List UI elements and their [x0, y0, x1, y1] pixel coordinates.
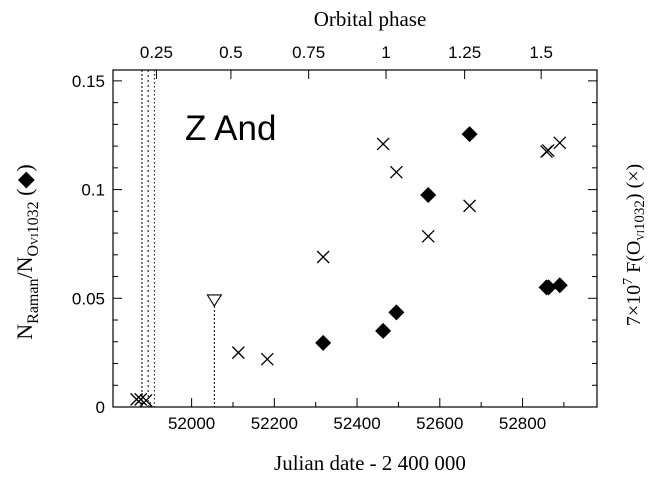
y-label-left-sub1: Raman — [25, 279, 42, 324]
cross-point — [553, 136, 567, 150]
cross-point — [463, 199, 477, 213]
diamond-point — [375, 322, 392, 339]
svg-text:7×107 F(OVI1032) (×): 7×107 F(OVI1032) (×) — [621, 164, 648, 326]
y-label-right-sub2: 1032 — [632, 200, 648, 230]
top-tick-label: 1.5 — [529, 43, 553, 62]
top-tick-label: 0.5 — [219, 43, 243, 62]
top-tick-label: 1.25 — [448, 43, 481, 62]
y-tick-label: 0 — [96, 398, 105, 417]
diamond-point — [551, 277, 568, 294]
top-tick-label: 0.75 — [292, 43, 325, 62]
diamond-point — [420, 187, 437, 204]
y-label-right-pre: 7×10 — [623, 285, 645, 326]
cross-point — [541, 143, 555, 157]
y-label-left-sub2: O — [25, 245, 42, 257]
y-label-left-tail: (◆) — [12, 164, 37, 201]
y-tick-label: 0.15 — [72, 72, 105, 91]
annotation-label: Z And — [185, 109, 276, 148]
x-tick-label: 52400 — [333, 414, 380, 433]
y-tick-label: 0.1 — [81, 181, 105, 200]
cross-point — [421, 229, 435, 243]
y-label-left-sub2b: VI — [29, 233, 41, 245]
diamond-point — [540, 279, 557, 296]
x-tick-label: 52800 — [499, 414, 546, 433]
y-label-right-mid: F(O — [623, 241, 645, 278]
x-tick-label: 52000 — [168, 414, 215, 433]
y-label-right-sup: 7 — [621, 278, 636, 285]
y-axis-label-right: 7×107 F(OVI1032) (×) — [621, 164, 648, 326]
x-tick-label: 52600 — [416, 414, 463, 433]
cross-point — [389, 165, 403, 179]
y-axis-label-left: NRaman/NOVI1032 (◆) — [12, 164, 42, 339]
cross-point — [231, 346, 245, 360]
cross-point — [260, 352, 274, 366]
y-label-left-base: N — [12, 324, 37, 340]
svg-text:NRaman/NOVI1032 (◆): NRaman/NOVI1032 (◆) — [12, 164, 42, 339]
cross-point — [139, 394, 153, 407]
top-tick-label: 1 — [381, 43, 390, 62]
x-axis-label: Julian date - 2 400 000 — [274, 451, 466, 475]
y-label-left-mid: /N — [12, 256, 37, 278]
y-label-left-sub2c: 1032 — [25, 201, 42, 233]
diamond-point — [388, 304, 405, 321]
x-tick-label: 52200 — [251, 414, 298, 433]
cross-point — [316, 250, 330, 264]
triangle-point — [206, 294, 223, 307]
y-label-right-tail: ) (×) — [623, 164, 645, 200]
y-label-right-sub: VI — [636, 230, 647, 241]
top-axis-label: Orbital phase — [314, 7, 427, 31]
top-tick-label: 0.25 — [140, 43, 173, 62]
cross-point — [134, 392, 148, 406]
plot-frame — [112, 69, 598, 408]
diamond-point — [315, 334, 332, 351]
y-tick-label: 0.05 — [72, 289, 105, 308]
cross-point — [376, 137, 390, 151]
diamond-point — [461, 126, 478, 143]
